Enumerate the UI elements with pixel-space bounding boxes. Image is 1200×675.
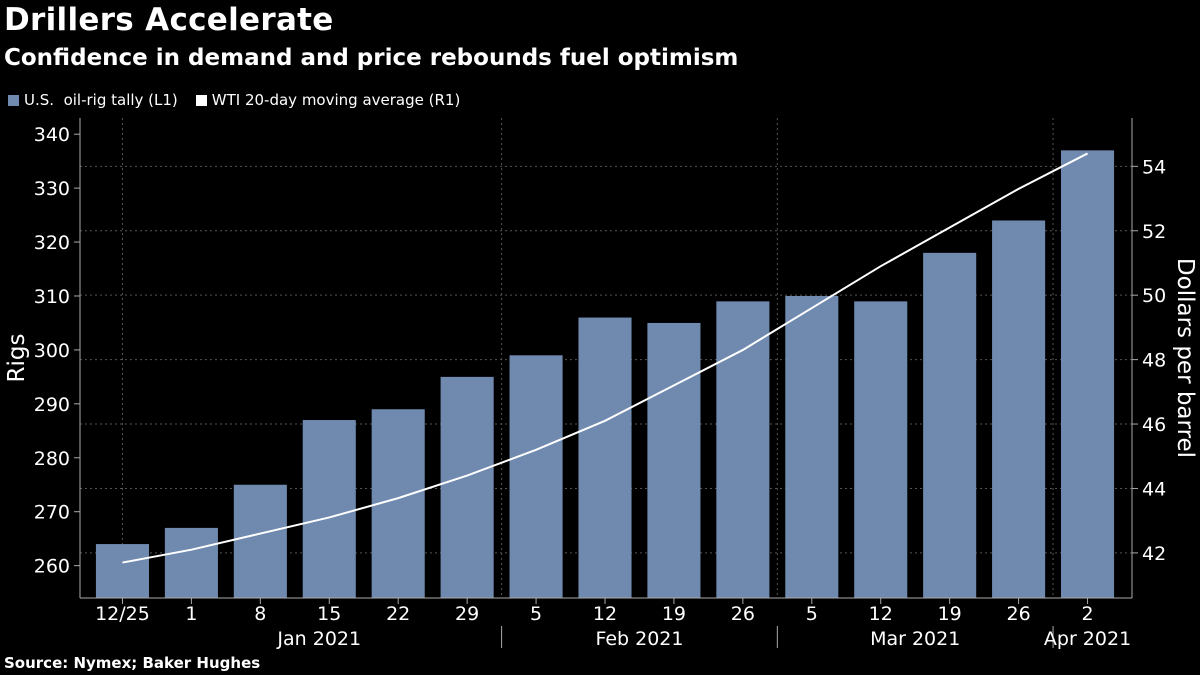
- y-tick-label-left: 280: [34, 448, 70, 470]
- x-tick-label: 19: [662, 603, 686, 625]
- bar: [1060, 150, 1115, 598]
- bar: [509, 355, 563, 598]
- x-tick-label: 12: [869, 603, 893, 625]
- legend-swatch-wti: [195, 94, 207, 106]
- bar: [164, 527, 218, 598]
- y-tick-label-left: 260: [34, 556, 70, 578]
- legend-label-rigs: U.S. oil-rig tally (L1): [24, 91, 178, 109]
- y-tick-label-right: 44: [1142, 478, 1166, 500]
- x-tick-label: 5: [806, 603, 818, 625]
- legend-item-rigs: U.S. oil-rig tally (L1): [8, 91, 178, 109]
- y-axis-label-right: Dollars per barrel: [1172, 258, 1198, 458]
- bar: [440, 376, 494, 598]
- month-label: Feb 2021: [595, 628, 683, 650]
- legend-label-wti: WTI 20-day moving average (R1): [211, 91, 461, 109]
- bar: [647, 322, 701, 598]
- chart-subtitle: Confidence in demand and price rebounds …: [4, 45, 739, 71]
- bar: [992, 220, 1046, 598]
- y-tick-label-left: 320: [34, 232, 70, 254]
- y-tick-label-right: 54: [1142, 156, 1166, 178]
- y-tick-label-left: 300: [34, 340, 70, 362]
- legend-item-wti: WTI 20-day moving average (R1): [195, 91, 461, 109]
- x-tick-label: 1: [185, 603, 197, 625]
- x-tick-label: 26: [731, 603, 755, 625]
- bar: [578, 317, 632, 598]
- bar: [302, 420, 356, 598]
- x-tick-label: 29: [455, 603, 479, 625]
- bar: [95, 544, 150, 598]
- bar: [923, 252, 977, 598]
- x-tick-label: 5: [530, 603, 542, 625]
- bar: [785, 295, 839, 598]
- month-label: Apr 2021: [1044, 628, 1131, 650]
- chart-title: Drillers Accelerate: [4, 2, 334, 38]
- y-tick-label-right: 46: [1142, 414, 1166, 436]
- y-tick-label-left: 310: [34, 286, 70, 308]
- y-tick-label-right: 52: [1142, 221, 1166, 243]
- x-tick-label: 8: [254, 603, 266, 625]
- month-label: Jan 2021: [276, 628, 361, 650]
- y-tick-label-right: 48: [1142, 350, 1166, 372]
- legend: U.S. oil-rig tally (L1) WTI 20-day movin…: [8, 91, 478, 109]
- wti-line: [122, 152, 1088, 564]
- legend-swatch-rigs: [8, 94, 19, 106]
- y-axis-label-left: Rigs: [4, 334, 30, 383]
- bar: [716, 301, 770, 598]
- y-tick-label-left: 290: [34, 394, 70, 416]
- month-label: Mar 2021: [870, 628, 960, 650]
- x-tick-label: 19: [938, 603, 962, 625]
- x-tick-label: 2: [1081, 603, 1093, 625]
- y-tick-label-left: 330: [34, 178, 70, 200]
- bar: [233, 484, 287, 598]
- y-tick-label-left: 340: [34, 124, 70, 146]
- x-tick-label: 26: [1007, 603, 1031, 625]
- x-tick-label: 12/25: [95, 603, 150, 625]
- x-tick-label: 12: [593, 603, 617, 625]
- y-tick-label-left: 270: [34, 502, 70, 524]
- bar: [854, 301, 908, 598]
- source-note: Source: Nymex; Baker Hughes: [4, 654, 261, 672]
- y-tick-label-right: 42: [1142, 543, 1166, 565]
- x-tick-label: 22: [386, 603, 410, 625]
- y-tick-label-right: 50: [1142, 285, 1166, 307]
- x-tick-label: 15: [317, 603, 341, 625]
